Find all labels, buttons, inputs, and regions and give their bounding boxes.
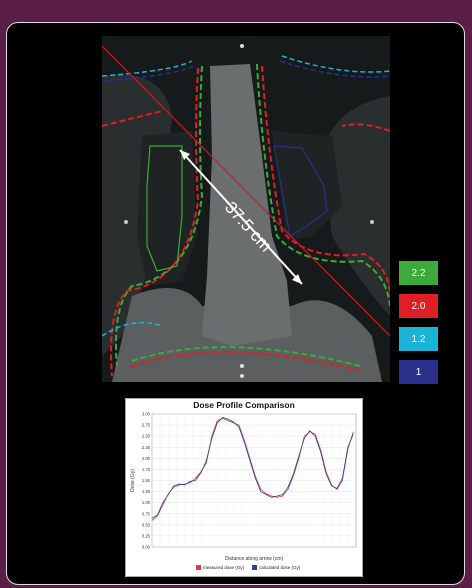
y-axis-label: Dose (Gy): [130, 469, 136, 492]
dose-legend-item: 2.0: [399, 294, 438, 318]
y-tick-label: 2.50: [142, 434, 151, 439]
chart-title: Dose Profile Comparison: [193, 400, 295, 410]
dose-legend-item: 1: [399, 360, 438, 384]
y-tick-label: 0.25: [142, 533, 151, 538]
legend-measured: measured dose (Gy): [196, 565, 244, 571]
y-tick-label: 2.25: [142, 445, 151, 450]
y-tick-label: 3.00: [142, 412, 151, 417]
chart-legend: measured dose (Gy) calculated dose (Gy): [196, 565, 300, 571]
y-tick-label: 0.50: [142, 522, 151, 527]
y-tick-label: 0.75: [142, 511, 151, 516]
y-tick-label: 0.00: [142, 545, 151, 550]
y-tick-label: 1.50: [142, 478, 151, 483]
y-tick-label: 1.00: [142, 500, 151, 505]
y-tick-label: 1.25: [142, 489, 151, 494]
dose-legend-item: 2.2: [399, 261, 438, 285]
series-line-measured: [151, 417, 354, 521]
dose-profile-chart: Dose Profile Comparison 0.00 0.25 0.50 0.75…: [125, 398, 363, 577]
y-tick-label: 2.00: [142, 456, 151, 461]
x-axis-label: Distance along arrow (cm): [225, 556, 284, 562]
dose-legend-item: 1.2: [399, 327, 438, 351]
main-panel: 37.5 cm 2.2 2.0 1.2 1 Dose Profile Comparis…: [6, 22, 465, 585]
series-line-calculated: [151, 417, 354, 519]
chart-plot: 0.00 0.25 0.50 0.75 1.00 1.25 1.50 1.75 2.00 2.25…: [130, 412, 357, 562]
ct-scan-image: 37.5 cm: [102, 36, 390, 382]
legend-calculated: calculated dose (Gy): [252, 565, 300, 571]
y-tick-label: 1.75: [142, 467, 151, 472]
y-tick-label: 2.75: [142, 423, 151, 428]
